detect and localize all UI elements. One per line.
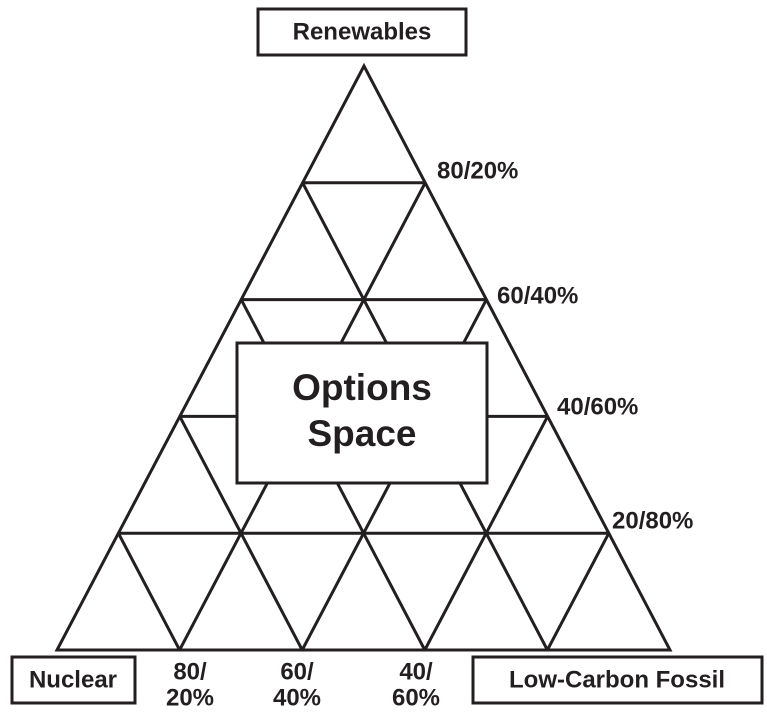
base-label: 40%: [273, 684, 321, 711]
nuclear-box: [10, 655, 137, 705]
base-label: 20%: [166, 684, 214, 711]
triangle-outline: [54, 62, 673, 652]
fossil-box: [471, 655, 764, 705]
base-label: 80/: [173, 658, 207, 685]
corner-label: Nuclear: [29, 666, 117, 693]
side-label: 60/40%: [497, 282, 578, 309]
base-label: 40/: [399, 658, 433, 685]
base-label: 60%: [392, 684, 440, 711]
apex-box: [256, 7, 468, 57]
corner-label: Low-Carbon Fossil: [509, 666, 725, 693]
grid-line: [178, 415, 304, 651]
options-text: Options: [292, 367, 432, 408]
grid-line: [117, 532, 181, 651]
apex-label: Renewables: [293, 18, 432, 45]
base-label: 60/: [280, 658, 314, 685]
side-label: 80/20%: [437, 157, 518, 184]
side-label: 20/80%: [612, 507, 693, 534]
grid-line: [546, 532, 611, 651]
options-box: [235, 341, 489, 485]
options-text: Space: [307, 413, 416, 454]
side-label: 40/60%: [557, 393, 638, 420]
